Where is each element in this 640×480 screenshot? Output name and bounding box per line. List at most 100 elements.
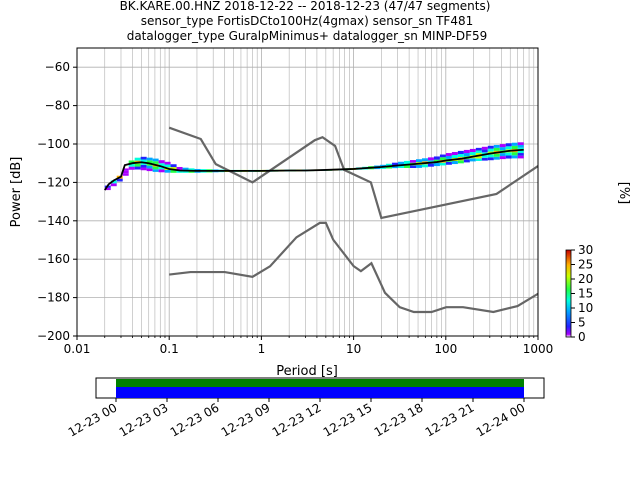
density-cell: [116, 178, 123, 182]
density-cell: [170, 167, 177, 170]
density-cell: [170, 169, 177, 173]
density-cell: [386, 163, 393, 167]
density-cell: [176, 166, 183, 170]
density-cell: [487, 148, 494, 152]
y-tick-label: −160: [37, 252, 70, 266]
density-cell: [164, 169, 171, 173]
density-cell: [404, 164, 410, 168]
noise-models: [168, 126, 538, 314]
x-axis-label: Period [s]: [276, 364, 338, 379]
density-cell: [194, 170, 201, 173]
y-axis-ticks: −200 −180 −160 −140 −120 −100 −80 −60: [37, 60, 77, 343]
x-tick-label: 1000: [523, 342, 554, 356]
timeline-tick-label: 12-23 00: [66, 400, 120, 439]
density-cell: [469, 158, 476, 162]
density-cell: [433, 162, 440, 167]
timeline-tick-label: 12-24 00: [474, 400, 528, 439]
x-tick-label: 0.01: [64, 342, 91, 356]
density-cell: [380, 164, 387, 167]
density-cell: [463, 159, 470, 163]
mean-curve: [104, 148, 524, 191]
y-tick-label: −60: [45, 60, 70, 74]
density-cell: [517, 155, 524, 159]
density-cell: [421, 158, 428, 162]
colorbar-tick-label: 15: [578, 287, 593, 301]
timeline-tick-label: 12-23 21: [423, 400, 477, 439]
density-cell: [146, 165, 153, 169]
timeline-tick-label: 12-23 03: [117, 400, 171, 439]
density-cell: [140, 164, 147, 168]
density-cell: [475, 153, 482, 156]
density-cell: [427, 163, 434, 167]
colorbar-tick-label: 0: [578, 330, 586, 344]
density-cell: [140, 159, 147, 163]
density-cell: [188, 170, 195, 173]
plot-frame: [76, 47, 539, 337]
density-cell: [128, 160, 135, 164]
density-cell: [398, 161, 405, 165]
timeline-tick-label: 12-23 12: [270, 400, 324, 439]
x-axis-ticks: 0.01 0.1 1 10 100 1000: [64, 336, 554, 356]
density-cell: [140, 156, 147, 160]
density-cell: [134, 157, 141, 161]
density-cell: [134, 166, 141, 170]
density-cell: [505, 146, 512, 150]
colorbar-gradient: [565, 249, 572, 338]
density-cell: [392, 162, 399, 166]
y-tick-label: −100: [37, 137, 70, 151]
density-cell: [499, 153, 506, 157]
density-cell: [463, 153, 470, 157]
density-cell: [469, 148, 476, 153]
colorbar-tick-label: 10: [578, 301, 593, 315]
x-tick-label: 1: [258, 342, 266, 356]
density-cell: [110, 183, 117, 187]
density-cell: [493, 144, 500, 148]
density-cell: [164, 161, 171, 165]
density-cell: [475, 150, 482, 154]
density-cell: [493, 156, 500, 160]
density-cell: [134, 163, 141, 167]
density-cell: [505, 155, 512, 159]
colorbar-tick-label: 30: [578, 243, 593, 257]
density-cell: [146, 160, 153, 164]
density-cell: [499, 156, 506, 160]
y-axis-label: Power [dB]: [9, 157, 24, 228]
colorbar-label: [%]: [616, 182, 631, 205]
y-tick-label: −80: [45, 99, 70, 113]
density-cell: [457, 150, 464, 155]
mean-curve-line: [104, 148, 524, 191]
x-tick-label: 100: [434, 342, 457, 356]
density-cell: [170, 164, 177, 168]
density-cell: [439, 157, 446, 160]
density-cell: [451, 161, 458, 165]
density-cell: [146, 157, 153, 161]
density-cell: [511, 145, 518, 149]
density-cell: [439, 162, 446, 166]
density-cell: [499, 144, 506, 148]
density-cell: [493, 147, 500, 151]
density-cell: [451, 151, 458, 156]
density-cell: [499, 147, 506, 151]
density-cell: [517, 147, 524, 151]
density-cell: [140, 162, 147, 165]
density-cell: [104, 187, 111, 191]
density-cell: [469, 152, 476, 156]
density-cell: [487, 154, 494, 158]
density-cell: [457, 154, 464, 158]
y-tick-label: −180: [37, 291, 70, 305]
density-cell: [481, 157, 488, 161]
timeline-track-green: [116, 379, 524, 387]
density-cell: [152, 166, 159, 170]
density-cell: [122, 168, 129, 171]
timeline-track-blue: [116, 387, 524, 398]
y-tick-label: −200: [37, 329, 70, 343]
density-cell: [146, 168, 153, 172]
y-tick-label: −140: [37, 214, 70, 228]
density-cell: [386, 166, 393, 169]
density-cell: [481, 155, 488, 158]
density-cell: [122, 170, 129, 174]
density-cell: [517, 150, 524, 154]
density-cell: [445, 153, 452, 156]
